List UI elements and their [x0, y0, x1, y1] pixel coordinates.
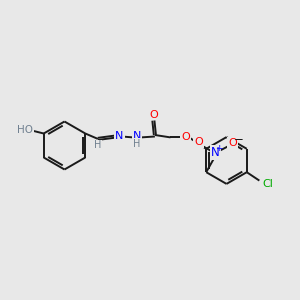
Text: O: O [228, 138, 237, 148]
Text: +: + [215, 144, 223, 153]
Text: O: O [182, 132, 190, 142]
Text: N: N [115, 131, 124, 142]
Text: H: H [133, 139, 141, 149]
Text: H: H [94, 140, 102, 151]
Text: O: O [194, 137, 203, 147]
Text: −: − [234, 133, 244, 146]
Text: HO: HO [17, 124, 33, 135]
Text: O: O [149, 110, 158, 120]
Text: Cl: Cl [262, 178, 273, 189]
Text: N: N [133, 131, 141, 141]
Text: N: N [211, 146, 220, 159]
